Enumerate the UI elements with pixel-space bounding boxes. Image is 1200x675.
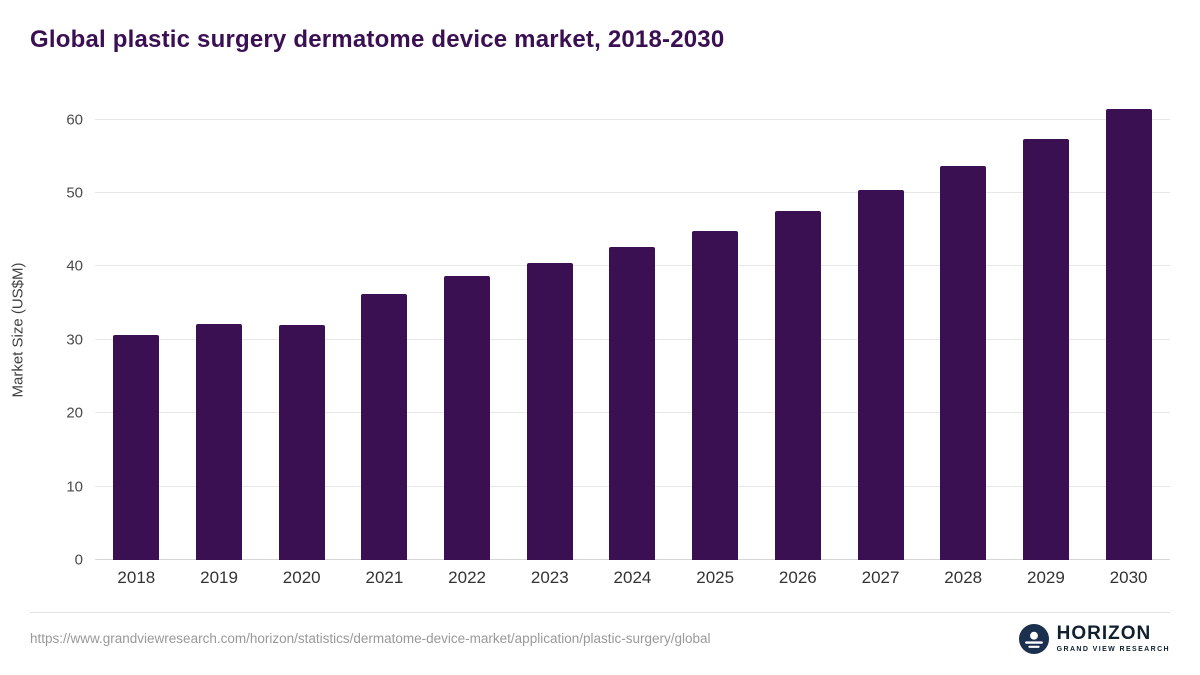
x-label-2022: 2022 bbox=[448, 568, 486, 587]
bar-2026 bbox=[774, 211, 821, 560]
plot-area: 0 10 20 30 40 50 60 bbox=[66, 105, 1170, 569]
footer: https://www.grandviewresearch.com/horizo… bbox=[30, 612, 1170, 664]
bar-2022 bbox=[444, 276, 491, 560]
bar-2018 bbox=[113, 335, 160, 560]
ytick-label-20: 20 bbox=[66, 404, 83, 422]
x-label-2030: 2030 bbox=[1109, 568, 1148, 587]
logo-subtext: GRAND VIEW RESEARCH bbox=[1056, 645, 1170, 653]
ytick-label-10: 10 bbox=[66, 478, 83, 496]
logo-name: HORIZON bbox=[1056, 622, 1152, 644]
bar-cell-2021 bbox=[343, 105, 426, 560]
x-label-2023: 2023 bbox=[530, 568, 569, 587]
bar-cell-2023 bbox=[508, 105, 591, 560]
bar-2023 bbox=[526, 262, 573, 560]
ytick-label-50: 50 bbox=[66, 184, 83, 202]
bar-cell-2018 bbox=[95, 105, 178, 560]
bar-cell-2019 bbox=[178, 105, 261, 560]
bar-cell-2020 bbox=[260, 105, 343, 560]
bars-row bbox=[95, 105, 1170, 560]
bar-2029 bbox=[1022, 138, 1069, 560]
bar-cell-2027 bbox=[839, 105, 922, 560]
y-axis-title: Market Size (US$M) bbox=[9, 262, 27, 398]
bar-2030 bbox=[1105, 109, 1152, 560]
bar-cell-2029 bbox=[1005, 105, 1088, 560]
ytick-label-60: 60 bbox=[66, 111, 83, 129]
x-label-2021: 2021 bbox=[365, 568, 404, 587]
x-label-2026: 2026 bbox=[778, 568, 817, 587]
bar-cell-2028 bbox=[922, 105, 1005, 560]
x-axis-labels: 2018 2019 2020 2021 2022 2023 2024 2025 2026 2027… bbox=[95, 568, 1170, 588]
x-label-2019: 2019 bbox=[200, 568, 238, 587]
bar-2028 bbox=[940, 165, 987, 560]
x-label-2024: 2024 bbox=[613, 568, 652, 587]
x-label-2025: 2025 bbox=[696, 568, 735, 587]
bar-2027 bbox=[857, 190, 904, 560]
horizon-logo-icon bbox=[1018, 623, 1049, 654]
bar-cell-2030 bbox=[1087, 105, 1170, 560]
bar-cell-2022 bbox=[426, 105, 509, 560]
bar-cell-2025 bbox=[674, 105, 757, 560]
x-label-2020: 2020 bbox=[282, 568, 321, 587]
gridline-50 bbox=[95, 192, 1170, 194]
logo-text-block: HORIZON GRAND VIEW RESEARCH bbox=[1056, 622, 1170, 653]
chart-title: Global plastic surgery dermatome device … bbox=[30, 26, 725, 53]
ytick-label-30: 30 bbox=[66, 331, 83, 349]
x-label-2027: 2027 bbox=[861, 568, 900, 587]
bar-2020 bbox=[278, 325, 325, 560]
x-label-2018: 2018 bbox=[117, 568, 156, 587]
x-label-2028: 2028 bbox=[944, 568, 983, 587]
bar-2024 bbox=[609, 246, 656, 560]
bar-2019 bbox=[196, 323, 243, 560]
gridline-60 bbox=[95, 118, 1170, 120]
bar-2021 bbox=[361, 294, 408, 560]
source-url: https://www.grandviewresearch.com/horizo… bbox=[30, 631, 711, 646]
horizon-logo: HORIZON GRAND VIEW RESEARCH bbox=[1018, 622, 1170, 654]
ytick-label-40: 40 bbox=[66, 257, 83, 275]
ytick-label-0: 0 bbox=[74, 551, 83, 569]
bar-cell-2024 bbox=[591, 105, 674, 560]
bar-2025 bbox=[692, 230, 739, 560]
bar-cell-2026 bbox=[757, 105, 840, 560]
x-label-2029: 2029 bbox=[1026, 568, 1065, 587]
